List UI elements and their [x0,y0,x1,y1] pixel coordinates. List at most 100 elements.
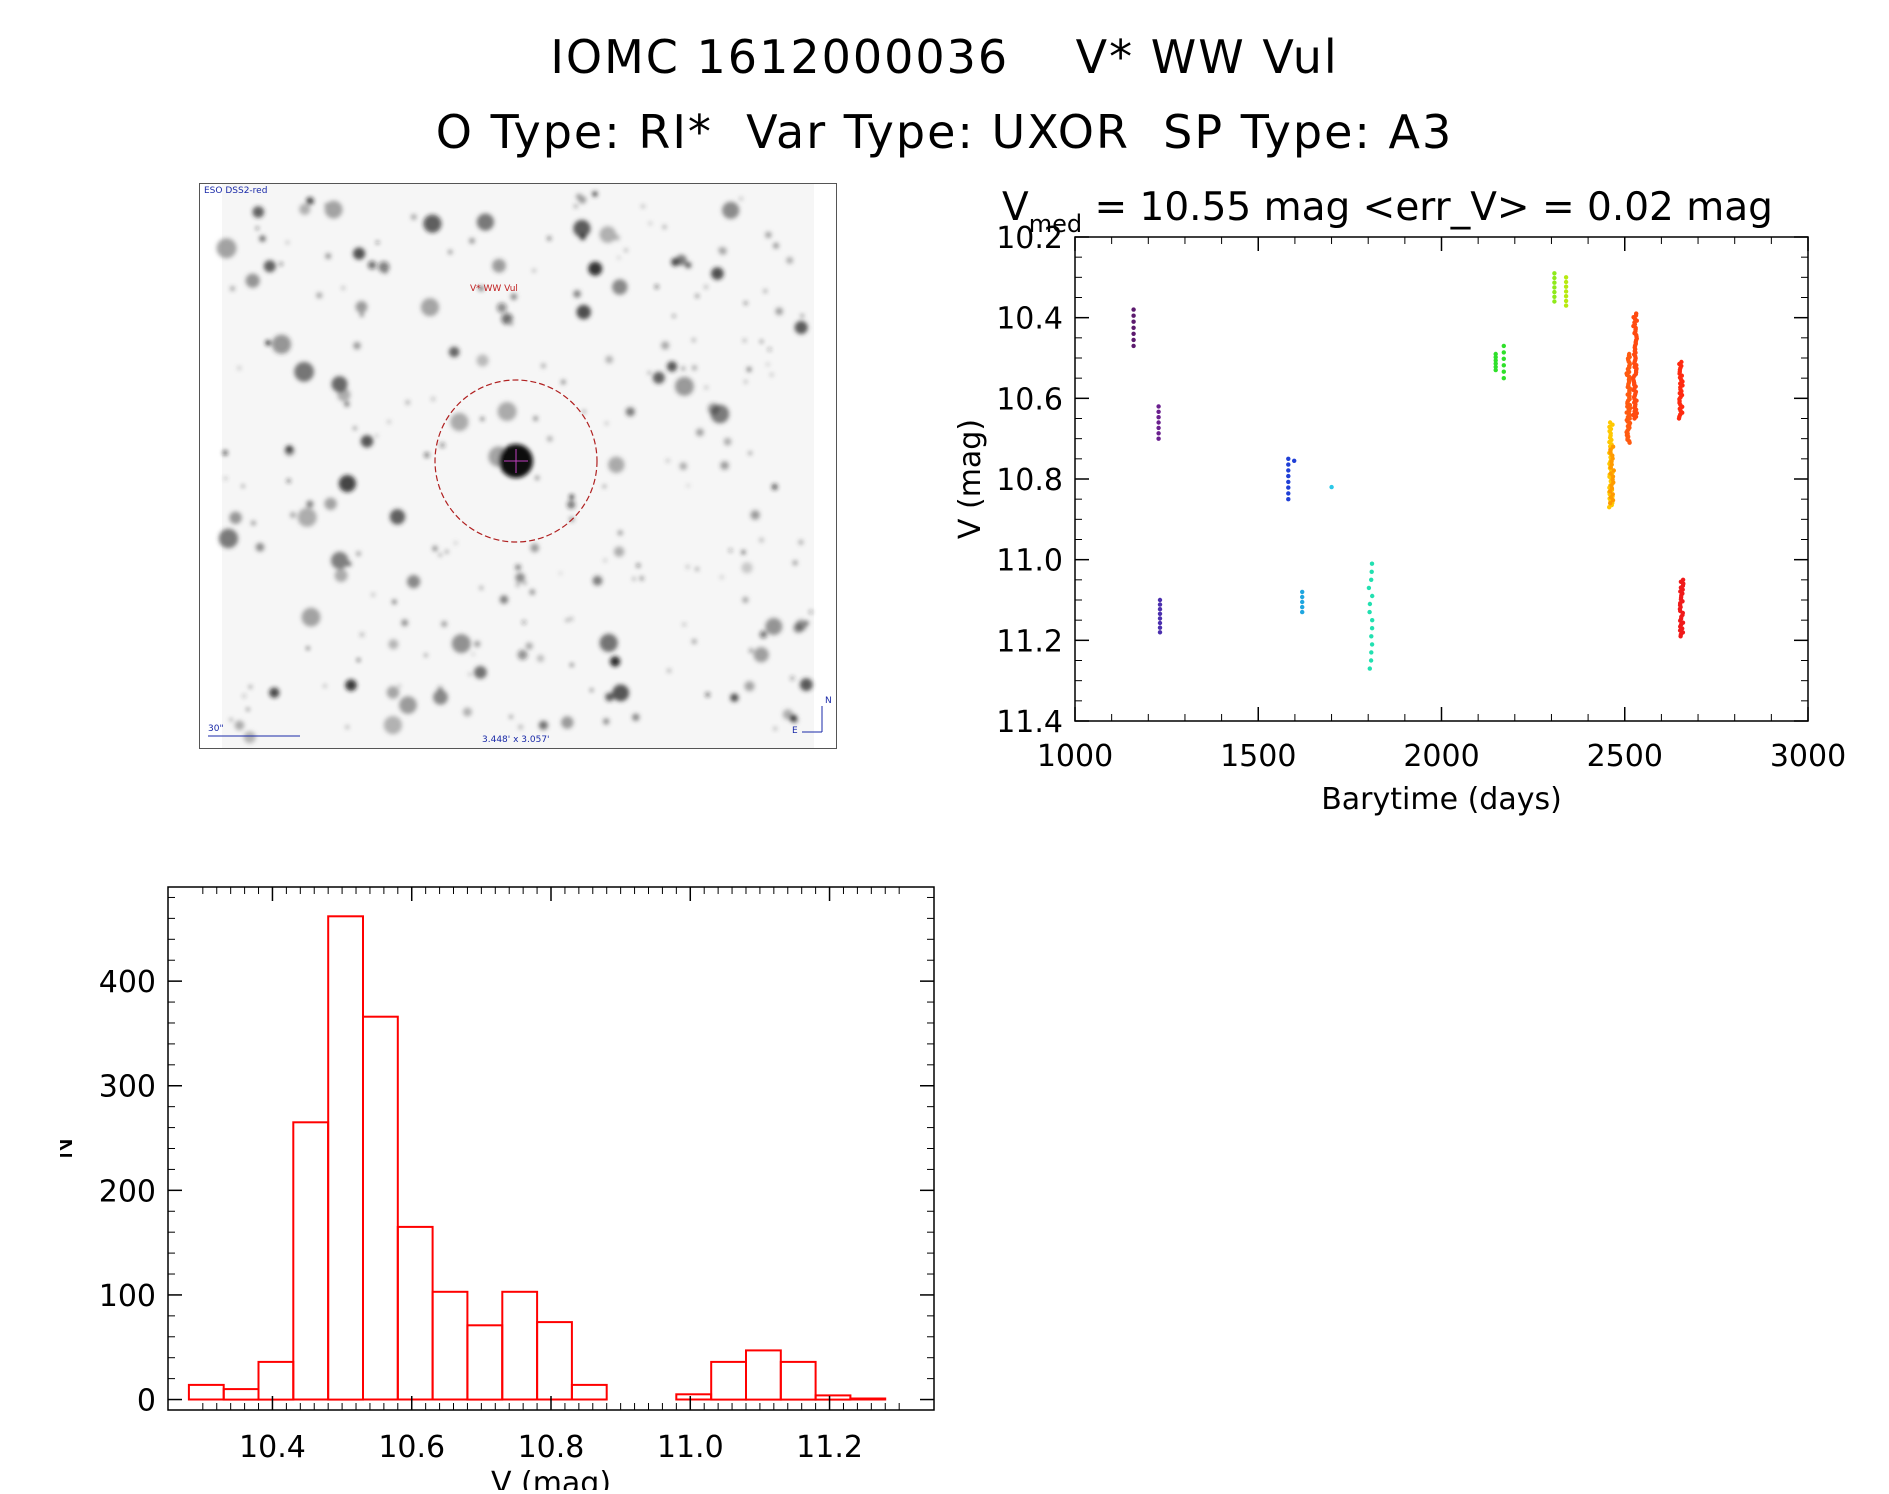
lc-data-point [1552,294,1557,299]
lc-data-point [1131,325,1136,330]
background-star [478,286,484,291]
lc-data-point [1607,489,1613,494]
hist-plot-frame [167,886,935,1411]
lc-data-point [1286,462,1291,467]
background-star [691,365,697,371]
lc-data-point [1286,479,1291,485]
lc-data-point [1501,356,1506,361]
background-star [561,716,574,729]
background-star [798,539,804,545]
background-star [744,681,755,692]
background-star [786,257,794,264]
background-star [691,639,697,644]
background-star [748,451,752,455]
background-star [255,542,265,552]
background-star [501,313,513,325]
lc-data-point [1131,337,1136,343]
background-star [655,285,659,289]
lc-data-point [1552,299,1557,304]
lc-data-point [1563,294,1569,299]
background-star [679,462,688,471]
hist-bar [431,1290,469,1401]
background-star [323,684,327,688]
background-star [237,366,242,370]
background-star [570,663,574,667]
background-star [397,684,402,688]
background-star [476,213,494,231]
background-star [728,548,733,553]
background-star [582,410,586,414]
background-star [271,334,292,354]
lc-data-point [1563,289,1569,294]
lc-data-point [1552,289,1557,295]
background-star [297,507,317,527]
background-star [588,261,603,276]
background-star [763,289,767,293]
background-star [569,617,573,621]
background-star [424,452,430,458]
background-star [624,248,628,252]
lc-data-point [1300,604,1305,610]
background-star [609,656,621,667]
hist-bar [362,1015,399,1401]
lc-x-tick-label: 3000 [1770,739,1846,774]
lc-x-tick-label: 1500 [1220,739,1296,774]
lc-data-point [1370,593,1375,599]
background-star [265,340,271,346]
hist-y-axis-label: N [60,1137,80,1159]
background-star [242,694,246,698]
background-star [616,684,620,688]
background-star [792,560,798,566]
background-star [569,494,575,500]
lc-data-point [1493,367,1498,373]
background-star [306,197,314,205]
background-star [509,715,513,719]
hist-bar [292,1121,330,1401]
hist-bar [466,1324,504,1401]
lc-data-point [1563,275,1569,280]
lc-data-point [1131,331,1136,336]
hist-x-tick-label: 10.6 [378,1430,445,1465]
background-star [479,586,483,590]
background-star [345,725,349,729]
lc-data-point [1369,561,1375,566]
background-star [686,565,690,569]
lc-title: Vmed = 10.55 mag <err_V> = 0.02 mag [1002,185,1773,238]
hist-bar [745,1349,782,1401]
lc-y-tick-label: 10.2 [996,221,1063,256]
lc-data-point [1627,440,1632,445]
background-star [445,550,449,554]
lc-data-point [1156,415,1161,420]
background-star [744,380,748,384]
lc-data-point [1286,456,1291,461]
lc-data-point [1369,642,1375,647]
lc-data-point [1157,630,1163,635]
lc-data-point [1367,601,1373,607]
background-star [647,371,651,375]
background-star [517,649,528,660]
lc-data-point [1493,364,1498,370]
background-star [667,668,671,673]
lc-plot-frame [1074,236,1809,722]
lc-data-point [1286,473,1291,479]
background-star [353,247,366,260]
background-star [547,236,552,241]
background-star [705,692,710,697]
hist-bar [222,1388,260,1401]
fov-label: 3.448' x 3.057' [482,735,550,745]
background-star [674,376,694,396]
background-star [632,577,636,581]
background-star [576,304,591,320]
background-star [599,633,618,652]
background-star [749,648,754,653]
lc-data-point [1501,350,1506,355]
background-star [662,225,667,229]
background-star [767,347,772,352]
lc-data-point [1157,602,1163,607]
background-star [285,240,290,245]
background-star [263,260,276,273]
background-star [685,261,692,269]
lc-data-point [1368,658,1374,663]
lc-data-point [1157,611,1163,616]
background-star [515,572,525,583]
